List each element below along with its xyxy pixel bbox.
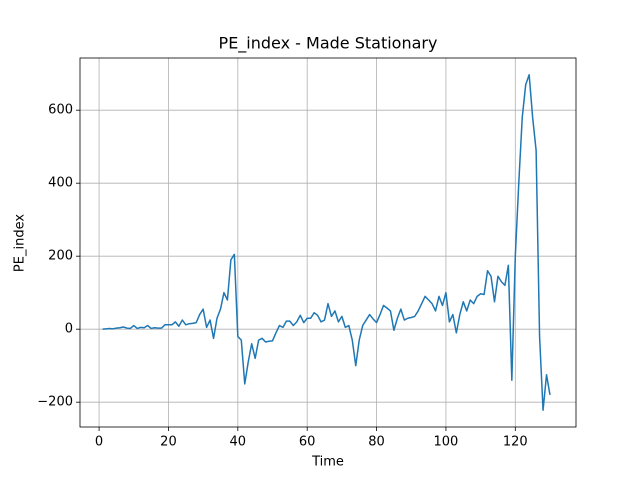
data-line — [102, 74, 551, 411]
y-tick-label: 600 — [48, 103, 73, 118]
y-tick-label: 0 — [65, 322, 73, 337]
x-tick-label: 60 — [299, 435, 316, 450]
x-tick-label: 0 — [95, 435, 103, 450]
y-tick-label: 400 — [48, 176, 73, 191]
x-tick-label: 20 — [160, 435, 177, 450]
plot-frame — [79, 57, 577, 428]
x-tick-label: 40 — [230, 435, 247, 450]
x-tick-label: 100 — [434, 435, 459, 450]
x-tick-label: 80 — [368, 435, 385, 450]
y-tick-label: 200 — [48, 249, 73, 264]
x-axis-label: Time — [311, 455, 344, 470]
y-tick-label: −200 — [37, 395, 73, 410]
x-tick-label: 120 — [503, 435, 528, 450]
y-axis-label: PE_index — [13, 214, 28, 272]
chart-title: PE_index - Made Stationary — [219, 34, 438, 54]
